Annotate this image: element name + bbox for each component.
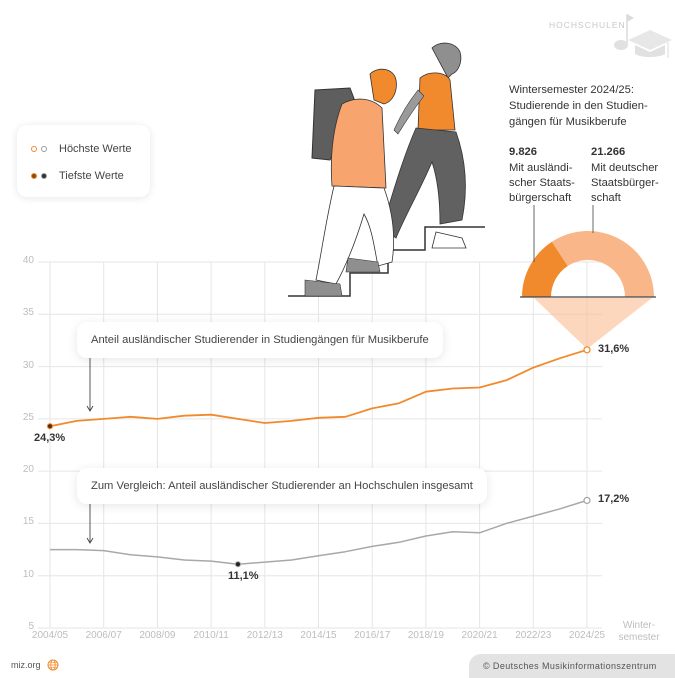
annotation-all-min: 11,1%: [228, 570, 259, 582]
music-note-graduation-cap-icon: [614, 14, 672, 58]
stat-label: Staatsbürger-: [591, 177, 659, 189]
stat-label: scher Staats-: [509, 177, 575, 189]
stat-german: 21.266 Mit deutscher Staatsbürger- schaf…: [591, 145, 673, 206]
chart-grid: [38, 261, 602, 629]
legend-item-lowest: Tiefste Werte: [31, 170, 124, 182]
donut-title: Wintersemester 2024/25: Studierende in d…: [509, 82, 669, 130]
callout-all: Zum Vergleich: Anteil ausländischer Stud…: [77, 468, 487, 504]
legend-item-highest: Höchste Werte: [31, 143, 132, 155]
x-tick-label: 2024/25: [568, 630, 606, 641]
x-tick-label: 2008/09: [139, 630, 176, 641]
footer-site[interactable]: miz.org: [11, 659, 59, 671]
globe-icon: [47, 659, 59, 671]
half-donut-chart: [522, 231, 654, 297]
x-tick-label: 2020/21: [461, 630, 498, 641]
stat-label: Mit deutscher: [591, 162, 659, 174]
x-tick-label: 2016/17: [354, 630, 391, 641]
y-tick-label: 15: [22, 516, 34, 528]
legend-label: Tiefste Werte: [59, 170, 124, 182]
x-axis-unit-line: Winter-: [622, 620, 656, 631]
x-axis-unit-line: semester: [618, 632, 660, 643]
y-tick-label: 5: [28, 621, 34, 632]
students-stairs-illustration: [288, 42, 485, 297]
callout-music: Anteil ausländischer Studierender in Stu…: [77, 322, 443, 358]
x-tick-label: 2010/11: [193, 630, 229, 641]
stat-label: bürgerschaft: [509, 192, 572, 204]
donut-title-line: gängen für Musikberufe: [509, 116, 627, 128]
brand-label: HOCHSCHULEN: [549, 20, 626, 30]
x-tick-label: 2018/19: [407, 630, 444, 641]
stat-label: Mit ausländi-: [509, 162, 573, 174]
annotation-all-max: 17,2%: [598, 493, 630, 505]
donut-title-line: Studierende in den Studien-: [509, 100, 648, 112]
donut-title-line: Wintersemester 2024/25:: [509, 84, 634, 96]
y-tick-label: 20: [22, 464, 34, 476]
y-tick-label: 40: [22, 255, 34, 266]
annotation-music-min: 24,3%: [34, 432, 66, 444]
x-tick-label: 2004/05: [31, 630, 69, 641]
x-tick-label: 2012/13: [246, 630, 283, 641]
stat-foreign: 9.826 Mit ausländi- scher Staats- bürger…: [509, 145, 589, 206]
chart-series: [46, 346, 591, 568]
stat-label: schaft: [591, 192, 621, 204]
open-circle-icon: [31, 146, 59, 152]
x-tick-label: 2006/07: [85, 630, 122, 641]
x-axis-unit: Winter- semester: [614, 620, 664, 644]
legend: Höchste Werte Tiefste Werte: [17, 125, 150, 197]
y-tick-label: 25: [22, 411, 34, 423]
filled-circle-icon: [31, 173, 59, 179]
y-tick-label: 10: [22, 568, 34, 580]
stat-value: 9.826: [509, 146, 537, 158]
y-tick-label: 35: [22, 307, 34, 319]
stat-value: 21.266: [591, 146, 626, 158]
legend-label: Höchste Werte: [59, 143, 132, 155]
site-link[interactable]: miz.org: [11, 660, 41, 670]
x-tick-label: 2014/15: [300, 630, 337, 641]
annotation-music-max: 31,6%: [598, 343, 630, 355]
x-tick-label: 2022/23: [515, 630, 552, 641]
copyright: © Deutsches Musikinformationszentrum: [469, 654, 675, 678]
y-tick-label: 30: [22, 359, 34, 371]
